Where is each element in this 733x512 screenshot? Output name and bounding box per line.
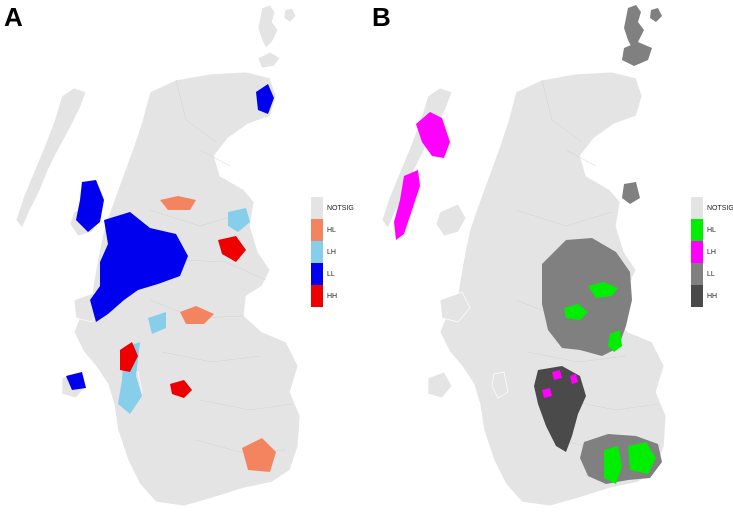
hl-region-perth [564,304,588,320]
panel-label-b: B [372,2,391,32]
legend-label: LL [707,270,715,278]
hh-region-glasgow [170,380,192,398]
legend-swatch [691,219,703,241]
ll-region-shetland-east [650,8,662,22]
legend-swatch [311,285,323,307]
shetland-islands [257,4,279,49]
legend-item: NOTSIG [311,197,354,219]
legend-b: NOTSIG HL LH LL HH [691,197,733,307]
hl-region-dumfries [604,446,622,484]
legend-label: LH [707,248,716,256]
ll-region-shetland [624,5,644,48]
legend-label: LH [327,248,336,256]
lh-region-hebrides [394,170,420,240]
legend-label: HL [707,226,716,234]
lh-region-argyll [148,312,166,334]
ll-region-aberdeen-north [622,182,640,204]
significant-regions-b [394,5,662,484]
hh-region-glasgow [534,366,586,452]
mull-island [439,291,471,323]
hl-region-aberdeenshire [588,282,618,298]
hl-region-south [242,438,276,472]
legend-item: LH [691,241,733,263]
legend-swatch [311,263,323,285]
ll-region-central [542,238,632,356]
arran-island [491,371,509,399]
legend-swatch [691,285,703,307]
legend-a: NOTSIG HL LH LL HH [311,197,354,307]
legend-item: LH [311,241,354,263]
legend-swatch [691,197,703,219]
legend-item: LL [691,263,733,285]
lh-region-aberdeen [228,208,250,232]
legend-label: NOTSIG [707,204,733,212]
legend-swatch [311,197,323,219]
lh-region-lewis [416,112,450,158]
legend-item: HH [311,285,354,307]
hl-region-north [160,196,196,210]
legend-item: HH [691,285,733,307]
ll-region-highland [90,212,188,322]
legend-label: NOTSIG [327,204,354,212]
hl-region-fife [608,330,622,352]
lh-speckles-glasgow [542,370,578,398]
legend-label: LL [327,270,335,278]
significant-regions-a [66,84,276,472]
hl-region-borders [628,442,656,474]
islay-island [427,371,453,399]
ll-region-orkney [622,42,652,66]
legend-item: HL [691,219,733,241]
ll-region-northeast [256,84,274,114]
outer-hebrides [381,87,453,229]
legend-label: HL [327,226,336,234]
legend-item: HL [311,219,354,241]
hh-region-aberdeen [218,236,246,262]
legend-item: NOTSIG [691,197,733,219]
legend-label: HH [327,292,338,300]
legend-swatch [311,241,323,263]
map-b [381,5,667,507]
map-a [15,4,301,507]
legend-swatch [691,263,703,285]
legend-swatch [311,219,323,241]
legend-item: LL [311,263,354,285]
legend-swatch [691,241,703,263]
outer-hebrides [15,87,87,229]
skye-island [435,203,467,237]
panel-label-a: A [4,2,23,32]
ll-region-skye [76,180,104,232]
hl-region-central [180,306,214,324]
orkney-islands [257,51,281,69]
ll-region-islay [66,372,86,390]
hh-region-inverclyde [120,342,138,372]
legend-label: HH [707,292,718,300]
